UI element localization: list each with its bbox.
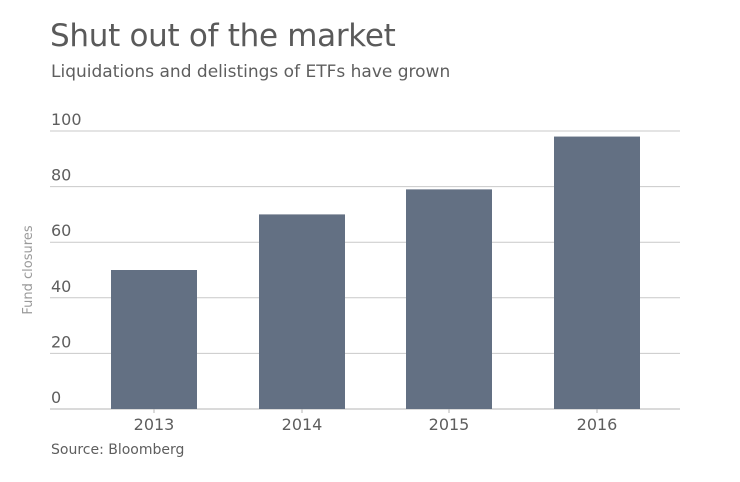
chart-title: Shut out of the market (50, 18, 396, 54)
x-tick-label: 2016 (577, 415, 618, 434)
x-tick-label: 2014 (282, 415, 323, 434)
y-tick-label: 20 (51, 332, 71, 351)
y-tick-label: 40 (51, 277, 71, 296)
source-note: Source: Bloomberg (51, 442, 185, 458)
x-tick-label: 2015 (429, 415, 470, 434)
bar-2013 (111, 270, 197, 409)
y-tick-label: 100 (51, 110, 82, 129)
x-axis-ticks: 2013 2014 2015 2016 (134, 409, 618, 434)
y-tick-label: 80 (51, 166, 71, 185)
y-axis-label: Fund closures (21, 225, 36, 314)
y-tick-label: 0 (51, 388, 61, 407)
y-tick-label: 60 (51, 221, 71, 240)
bar-2014 (259, 214, 345, 409)
bar-2015 (406, 189, 492, 409)
x-tick-label: 2013 (134, 415, 175, 434)
bars (111, 136, 640, 409)
bar-2016 (554, 136, 640, 409)
chart-subtitle: Liquidations and delistings of ETFs have… (51, 62, 451, 82)
y-axis-ticks: 0 20 40 60 80 100 (51, 110, 82, 407)
